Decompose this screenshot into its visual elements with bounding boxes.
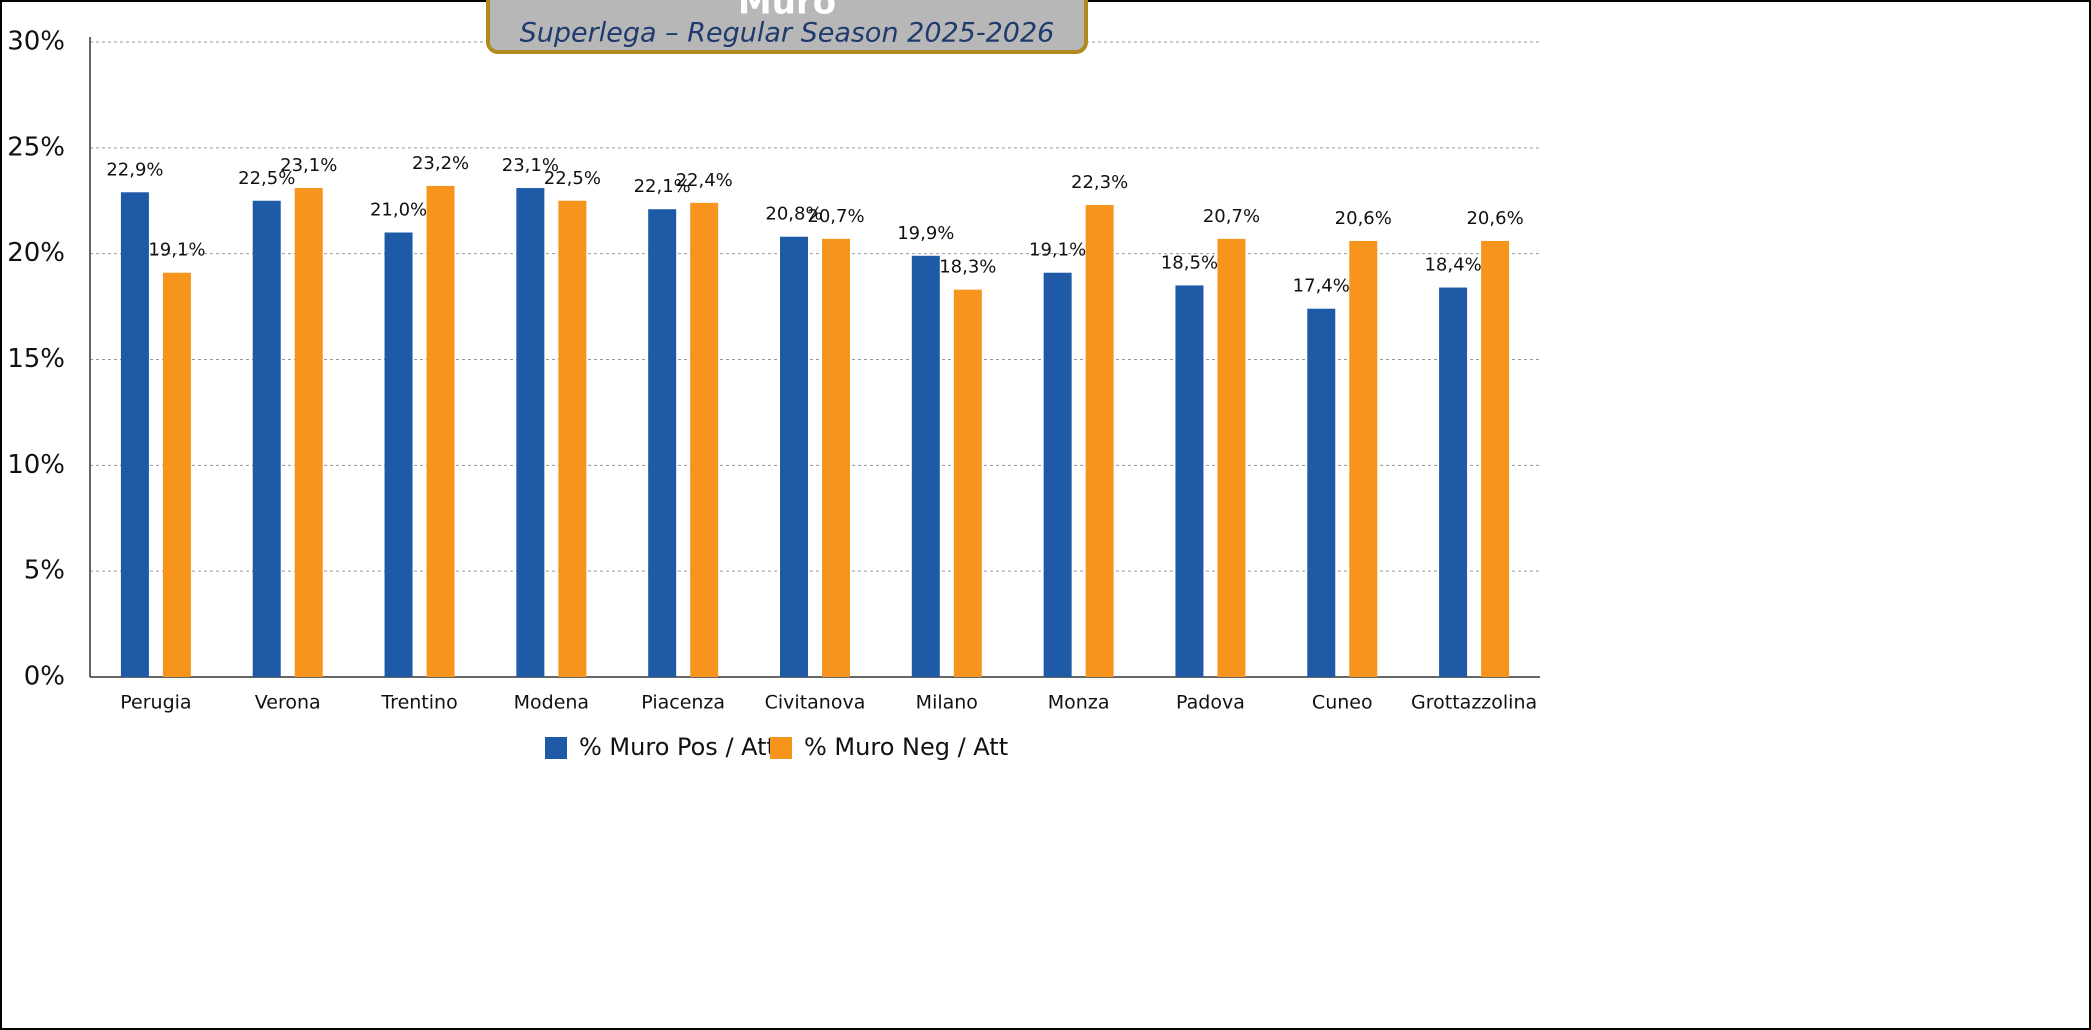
value-label: 22,9% (106, 159, 163, 180)
bar (384, 232, 413, 677)
legend-label: % Muro Pos / Att (579, 733, 776, 761)
value-label: 18,5% (1161, 252, 1218, 273)
bar (1439, 287, 1468, 677)
bar (690, 202, 719, 677)
bar (516, 188, 545, 678)
bar (1481, 240, 1510, 677)
x-tick-label: Verona (255, 692, 321, 714)
x-tick-label: Trentino (380, 692, 457, 714)
x-tick-label: Monza (1048, 692, 1110, 714)
x-tick-label: Modena (514, 692, 589, 714)
legend-label: % Muro Neg / Att (804, 733, 1008, 761)
value-label: 20,6% (1466, 208, 1523, 229)
value-label: 20,7% (1203, 206, 1260, 227)
bar (1043, 272, 1072, 677)
y-tick-label: 20% (7, 238, 65, 268)
legend-swatch (770, 737, 792, 759)
x-tick-label: Milano (916, 692, 978, 714)
bar (822, 238, 850, 677)
y-tick-label: 5% (24, 556, 65, 586)
value-label: 18,4% (1424, 255, 1481, 276)
value-label: 18,3% (939, 257, 996, 278)
x-tick-label: Padova (1176, 692, 1245, 714)
value-label: 23,1% (502, 155, 559, 176)
x-tick-label: Perugia (120, 692, 191, 714)
bar (162, 272, 191, 677)
y-tick-label: 15% (7, 344, 65, 374)
bar (911, 255, 940, 678)
bar (1307, 308, 1336, 677)
value-label: 19,1% (148, 240, 205, 261)
chart-title: Muro (738, 0, 836, 23)
value-label: 20,7% (807, 206, 864, 227)
y-tick-label: 25% (7, 132, 65, 162)
value-label: 22,4% (676, 170, 733, 191)
bar (426, 185, 455, 677)
value-label: 23,2% (412, 153, 469, 174)
bar (1349, 240, 1378, 677)
title-box (486, 0, 1088, 54)
value-label: 20,8% (765, 204, 822, 225)
bar (120, 192, 149, 678)
plot-area: 0% 5% 10% 15% 20% 25% 30% Perugia 22,9% 19,1% Vero… (7, 27, 1540, 761)
x-tick-label: Grottazzolina (1411, 692, 1537, 714)
y-tick-label: 30% (7, 27, 65, 57)
y-tick-label: 10% (7, 450, 65, 480)
bar (1217, 238, 1246, 677)
value-label: 22,5% (238, 168, 295, 189)
value-label: 20,6% (1335, 208, 1392, 229)
value-label: 22,5% (544, 168, 601, 189)
value-label: 17,4% (1293, 276, 1350, 297)
value-label: 21,0% (370, 200, 427, 221)
value-label: 19,1% (1029, 240, 1086, 261)
x-tick-label: Civitanova (765, 692, 866, 714)
bar (558, 200, 587, 677)
bar (252, 200, 281, 677)
value-label: 22,3% (1071, 172, 1128, 193)
bar (953, 289, 982, 677)
chart-subtitle: Superlega – Regular Season 2025-2026 (520, 18, 1055, 49)
x-tick-label: Cuneo (1312, 692, 1373, 714)
value-label: 22,1% (634, 176, 691, 197)
bar (1175, 285, 1204, 677)
value-label: 23,1% (280, 155, 337, 176)
bar (1085, 204, 1114, 677)
bar (648, 209, 677, 677)
bar (780, 236, 808, 677)
value-label: 19,9% (897, 223, 954, 244)
legend-swatch (545, 737, 567, 759)
bar (294, 188, 323, 678)
x-tick-label: Piacenza (641, 692, 725, 714)
y-tick-label: 0% (24, 662, 65, 692)
